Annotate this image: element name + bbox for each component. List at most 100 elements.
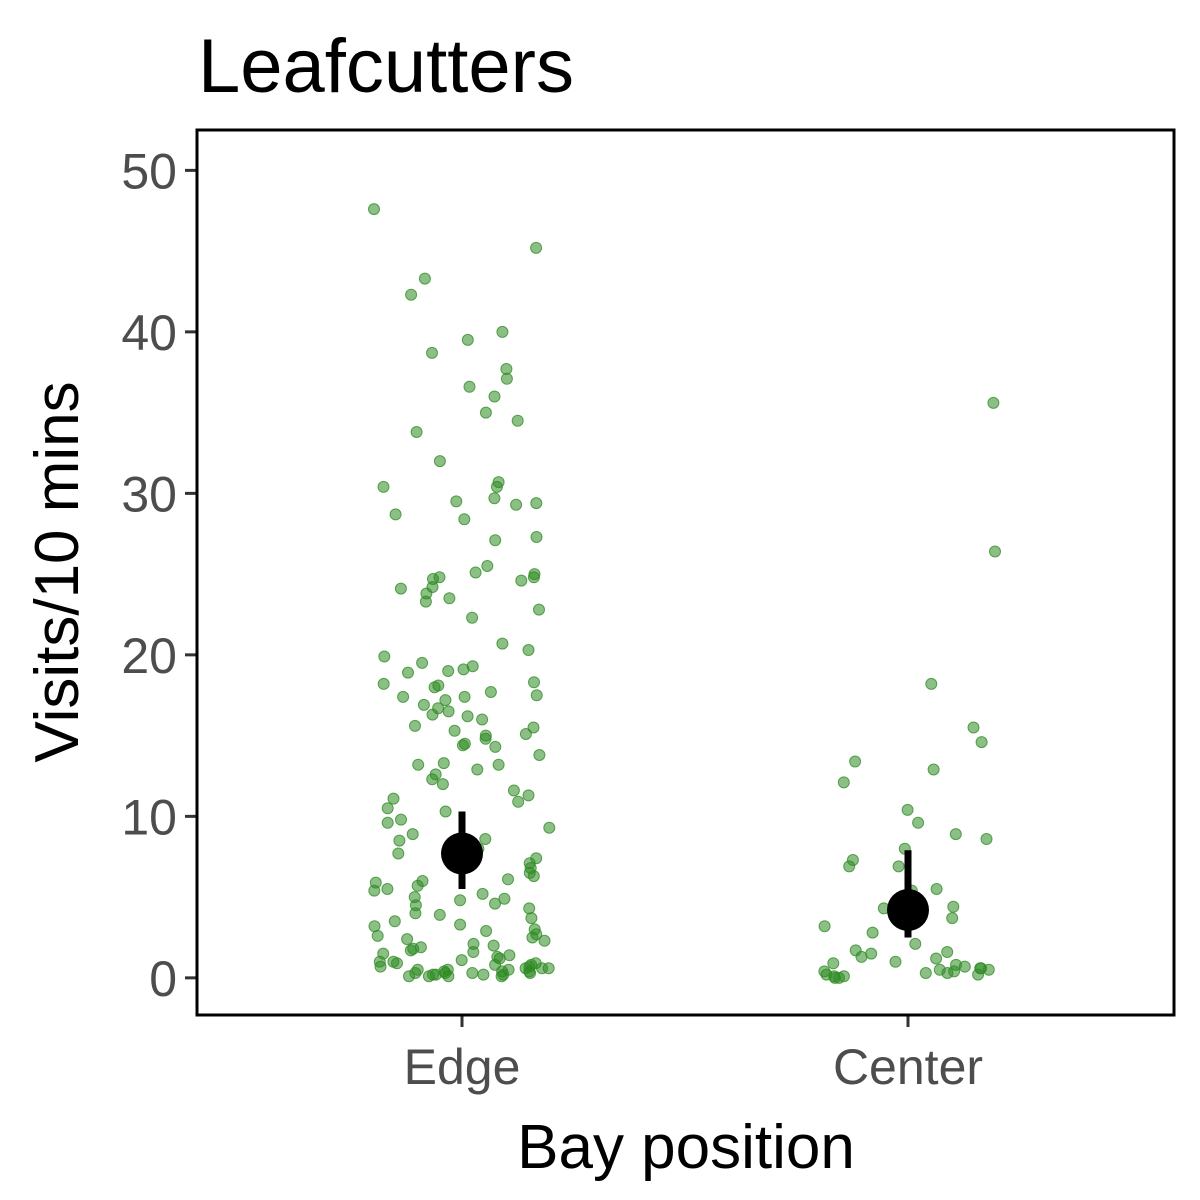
y-tick-label: 10 (121, 789, 177, 845)
data-point (492, 758, 505, 771)
data-point (522, 789, 535, 802)
data-point (381, 802, 394, 815)
data-point (476, 887, 489, 900)
data-point (972, 968, 985, 981)
data-point (442, 665, 455, 677)
data-point (487, 939, 500, 952)
data-point (388, 915, 401, 928)
data-point (843, 860, 856, 873)
data-point (490, 480, 503, 493)
data-point (479, 732, 492, 745)
data-point (866, 926, 879, 939)
data-point (368, 884, 381, 897)
data-point (980, 833, 993, 845)
data-point (422, 970, 435, 983)
data-point (523, 902, 536, 915)
data-point (901, 803, 914, 816)
data-point (496, 637, 509, 650)
x-axis-title: Bay position (517, 1113, 855, 1182)
mean-errorbars (441, 811, 929, 938)
data-point (455, 954, 468, 967)
data-point (426, 773, 439, 786)
data-point (479, 833, 492, 845)
data-point (484, 686, 497, 698)
data-point (489, 740, 502, 753)
data-point (524, 967, 537, 979)
data-point (454, 918, 467, 931)
data-point (538, 934, 551, 947)
data-point (457, 663, 470, 676)
data-point (442, 970, 455, 983)
data-point (428, 681, 441, 694)
data-point (471, 763, 484, 776)
data-point (495, 970, 508, 983)
data-point (461, 333, 474, 346)
data-point (522, 644, 535, 656)
data-point (818, 920, 831, 933)
data-point (439, 805, 452, 818)
data-point (510, 498, 523, 511)
data-point (987, 396, 1000, 409)
data-point (409, 907, 422, 920)
data-point (477, 968, 490, 981)
data-point (536, 962, 548, 975)
data-point (941, 967, 954, 979)
data-point (392, 847, 405, 860)
y-tick-label: 0 (149, 951, 177, 1007)
data-point (958, 960, 971, 973)
data-point (410, 426, 423, 438)
data-point (925, 677, 938, 690)
data-point (461, 710, 474, 723)
data-point (889, 955, 902, 968)
data-point (381, 816, 394, 829)
mean-point (887, 889, 929, 932)
data-point (507, 784, 520, 797)
data-point (530, 531, 543, 543)
data-point (527, 571, 540, 584)
data-point (454, 894, 467, 907)
data-point (525, 912, 538, 925)
data-point (397, 690, 410, 703)
data-point (418, 272, 431, 285)
data-point (439, 694, 452, 707)
chart-title: Leafcutters (198, 24, 574, 109)
data-point (406, 828, 419, 841)
data-point (975, 736, 988, 749)
data-point (827, 957, 840, 970)
data-point (500, 372, 513, 385)
data-point (930, 952, 943, 965)
data-point (515, 574, 528, 587)
data-point (381, 883, 394, 895)
data-point (371, 929, 384, 942)
data-point (391, 957, 403, 970)
data-point (466, 611, 479, 624)
data-point (405, 288, 418, 301)
data-point (433, 455, 446, 468)
data-point (488, 492, 501, 505)
data-point (456, 739, 469, 752)
data-point (411, 879, 424, 892)
data-point (519, 728, 532, 740)
data-point (498, 892, 511, 905)
data-point (442, 705, 455, 718)
data-point (837, 776, 850, 789)
data-point (828, 971, 841, 984)
data-point (496, 325, 509, 338)
data-point (543, 821, 556, 834)
data-point (469, 566, 482, 579)
data-point (443, 592, 456, 605)
data-point (927, 763, 940, 776)
y-tick-label: 30 (121, 466, 177, 522)
data-point (387, 792, 400, 805)
data-point (530, 497, 543, 510)
data-point (433, 908, 446, 921)
y-axis: 0 10 20 30 40 50 (121, 143, 197, 1007)
y-tick-label: 20 (121, 628, 177, 684)
data-point (930, 883, 943, 895)
data-point (374, 960, 387, 973)
data-point (919, 967, 932, 979)
data-point (526, 931, 539, 944)
data-point (404, 944, 417, 957)
data-point (466, 967, 479, 979)
